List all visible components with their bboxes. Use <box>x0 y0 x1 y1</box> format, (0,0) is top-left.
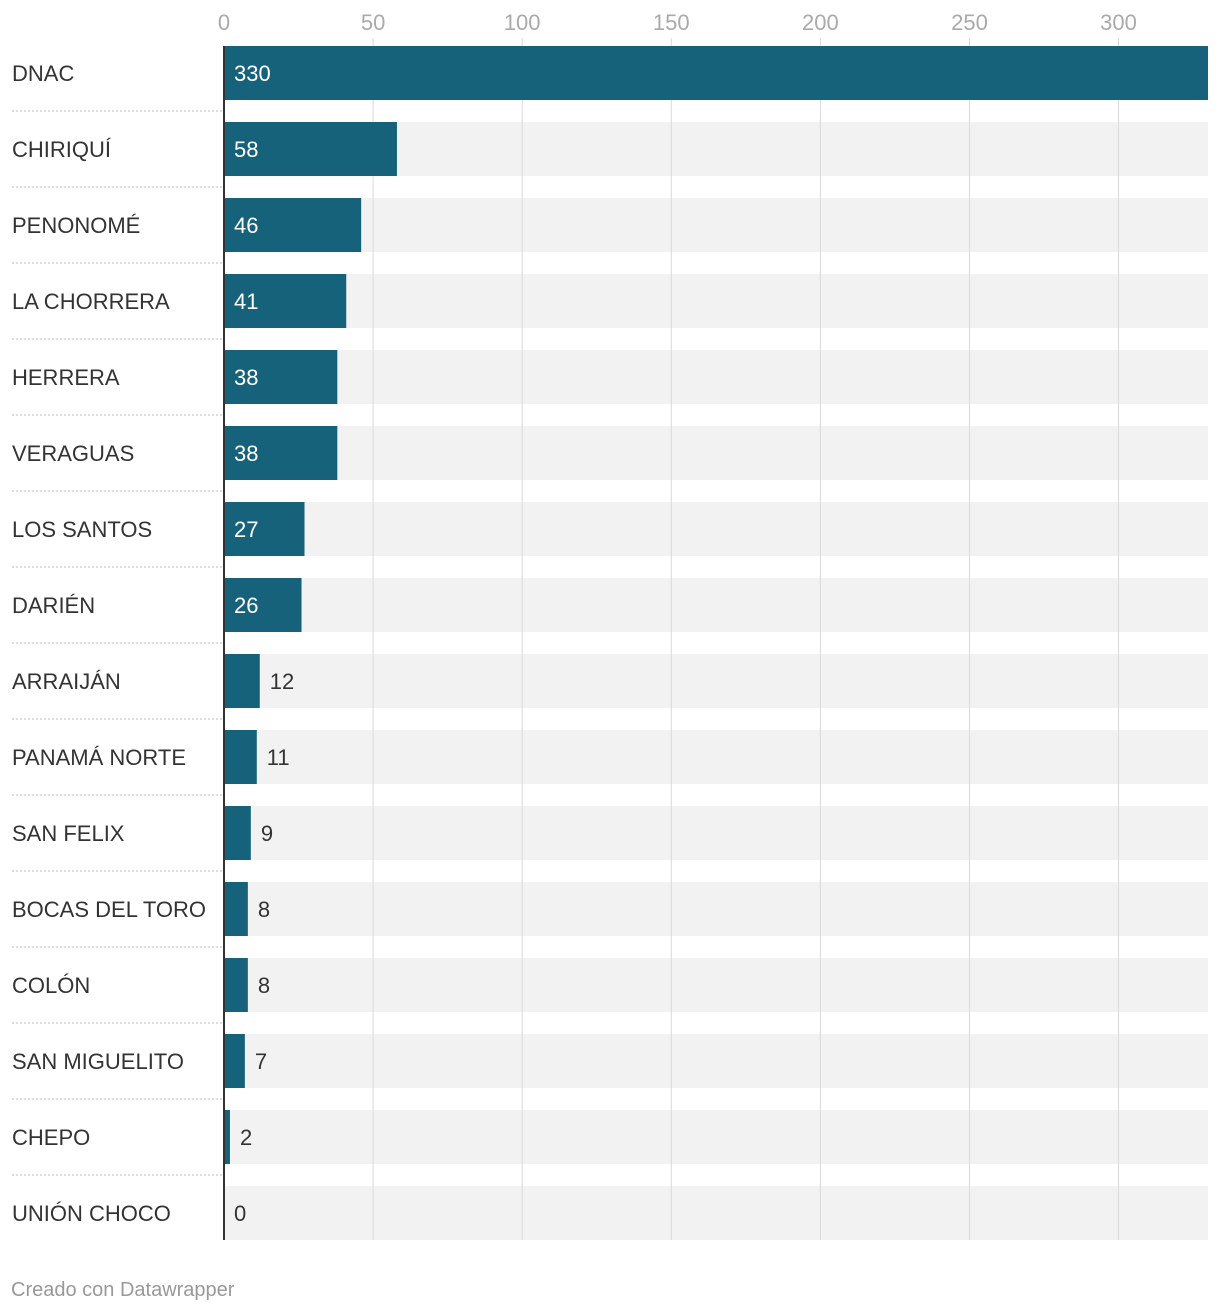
value-label: 9 <box>261 821 273 846</box>
bar <box>224 122 397 176</box>
bar <box>224 46 1208 100</box>
bar <box>224 274 347 328</box>
category-label: UNIÓN CHOCO <box>12 1201 171 1226</box>
value-label: 0 <box>234 1201 246 1226</box>
x-tick-label: 0 <box>218 10 230 35</box>
bar-track <box>224 806 1208 860</box>
value-label: 38 <box>234 365 258 390</box>
bar-track <box>224 502 1208 556</box>
x-tick-label: 50 <box>361 10 385 35</box>
category-label: SAN MIGUELITO <box>12 1049 184 1074</box>
value-label: 41 <box>234 289 258 314</box>
value-label: 11 <box>267 745 290 770</box>
category-label: LOS SANTOS <box>12 517 152 542</box>
bar <box>224 502 305 556</box>
x-tick-label: 300 <box>1100 10 1137 35</box>
bar-track <box>224 654 1208 708</box>
bar <box>224 1034 245 1088</box>
bar-track <box>224 198 1208 252</box>
category-label: BOCAS DEL TORO <box>12 897 206 922</box>
x-tick-label: 100 <box>504 10 541 35</box>
x-tick-label: 150 <box>653 10 690 35</box>
value-label: 8 <box>258 897 270 922</box>
bar <box>224 1110 230 1164</box>
bar <box>224 806 251 860</box>
bar-track <box>224 350 1208 404</box>
bar-track <box>224 1034 1208 1088</box>
bar-track <box>224 730 1208 784</box>
credit-text: Creado con Datawrapper <box>11 1279 235 1301</box>
bar <box>224 426 338 480</box>
category-label: SAN FELIX <box>12 821 125 846</box>
bar-track <box>224 274 1208 328</box>
bar <box>224 958 248 1012</box>
bar <box>224 578 302 632</box>
bar <box>224 730 257 784</box>
bar <box>224 882 248 936</box>
category-label: LA CHORRERA <box>12 289 170 314</box>
category-label: CHIRIQUÍ <box>12 137 112 162</box>
value-label: 330 <box>234 61 271 86</box>
bar <box>224 198 362 252</box>
bar-chart: 0 50 100 150 200 250 300 DNAC 330 CHIRIQUÍ 58 PENON… <box>12 10 1208 1240</box>
category-label: PANAMÁ NORTE <box>12 745 186 770</box>
x-tick-label: 250 <box>951 10 988 35</box>
category-label: DARIÉN <box>12 593 95 618</box>
value-label: 27 <box>234 517 258 542</box>
category-label: DNAC <box>12 61 74 86</box>
category-label: COLÓN <box>12 973 90 998</box>
bar-track <box>224 1186 1208 1240</box>
value-label: 7 <box>255 1049 267 1074</box>
value-label: 58 <box>234 137 258 162</box>
value-label: 26 <box>234 593 258 618</box>
value-label: 2 <box>240 1125 252 1150</box>
bar-track <box>224 426 1208 480</box>
category-label: PENONOMÉ <box>12 213 140 238</box>
value-label: 8 <box>258 973 270 998</box>
value-label: 46 <box>234 213 258 238</box>
bar-track <box>224 1110 1208 1164</box>
bar <box>224 350 338 404</box>
x-tick-label: 200 <box>802 10 839 35</box>
category-label: HERRERA <box>12 365 120 390</box>
value-label: 38 <box>234 441 258 466</box>
category-label: ARRAIJÁN <box>12 669 121 694</box>
bar-track <box>224 882 1208 936</box>
bar-track <box>224 578 1208 632</box>
category-label: VERAGUAS <box>12 441 134 466</box>
category-label: CHEPO <box>12 1125 90 1150</box>
value-label: 12 <box>270 669 294 694</box>
bar <box>224 654 260 708</box>
bar-track <box>224 958 1208 1012</box>
